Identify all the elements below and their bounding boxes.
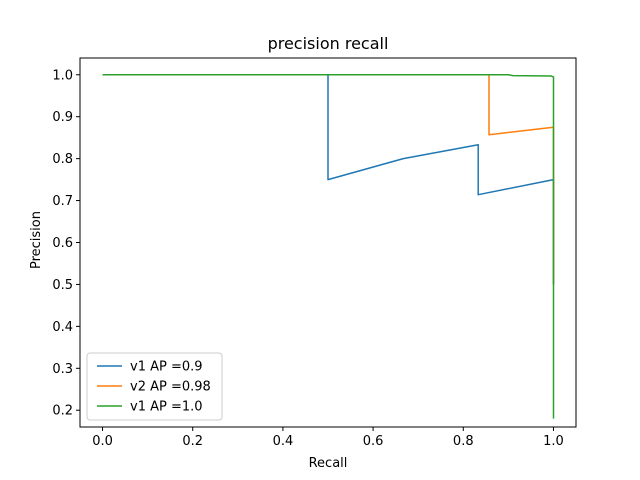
x-tick-label: 0.0 — [92, 434, 113, 449]
y-tick-label: 0.6 — [52, 236, 73, 251]
x-tick-label: 1.0 — [543, 434, 564, 449]
y-tick-label: 0.9 — [52, 110, 73, 125]
legend-box — [86, 352, 223, 421]
y-tick-label: 0.7 — [52, 194, 73, 209]
ticks-layer: 0.0 0.2 0.4 0.6 0.8 1.0 0.2 0.3 0.4 0.5 0.6 0.7 0.8 0… — [52, 68, 563, 449]
legend-label-2: v2 AP =0.98 — [130, 380, 211, 395]
x-tick-label: 0.2 — [182, 434, 203, 449]
y-tick-label: 0.5 — [52, 278, 73, 293]
x-tick-label: 0.6 — [363, 434, 384, 449]
series-line-1 — [102, 74, 555, 285]
y-tick-label: 0.2 — [52, 404, 73, 419]
y-tick-label: 0.4 — [52, 320, 73, 335]
legend-label-1: v1 AP =0.9 — [130, 360, 203, 375]
chart-title: precision recall — [268, 34, 389, 53]
x-tick-label: 0.4 — [273, 434, 294, 449]
y-tick-label: 0.3 — [52, 362, 73, 377]
legend: v1 AP =0.9 v2 AP =0.98 v1 AP =1.0 — [86, 352, 223, 421]
legend-label-3: v1 AP =1.0 — [130, 400, 203, 415]
y-tick-label: 1.0 — [52, 68, 73, 83]
y-axis-title: Precision — [29, 211, 44, 269]
x-axis-title: Recall — [309, 456, 348, 471]
y-tick-label: 0.8 — [52, 152, 73, 167]
series-line-3 — [102, 74, 555, 419]
series-layer — [102, 74, 555, 419]
x-tick-label: 0.8 — [453, 434, 474, 449]
